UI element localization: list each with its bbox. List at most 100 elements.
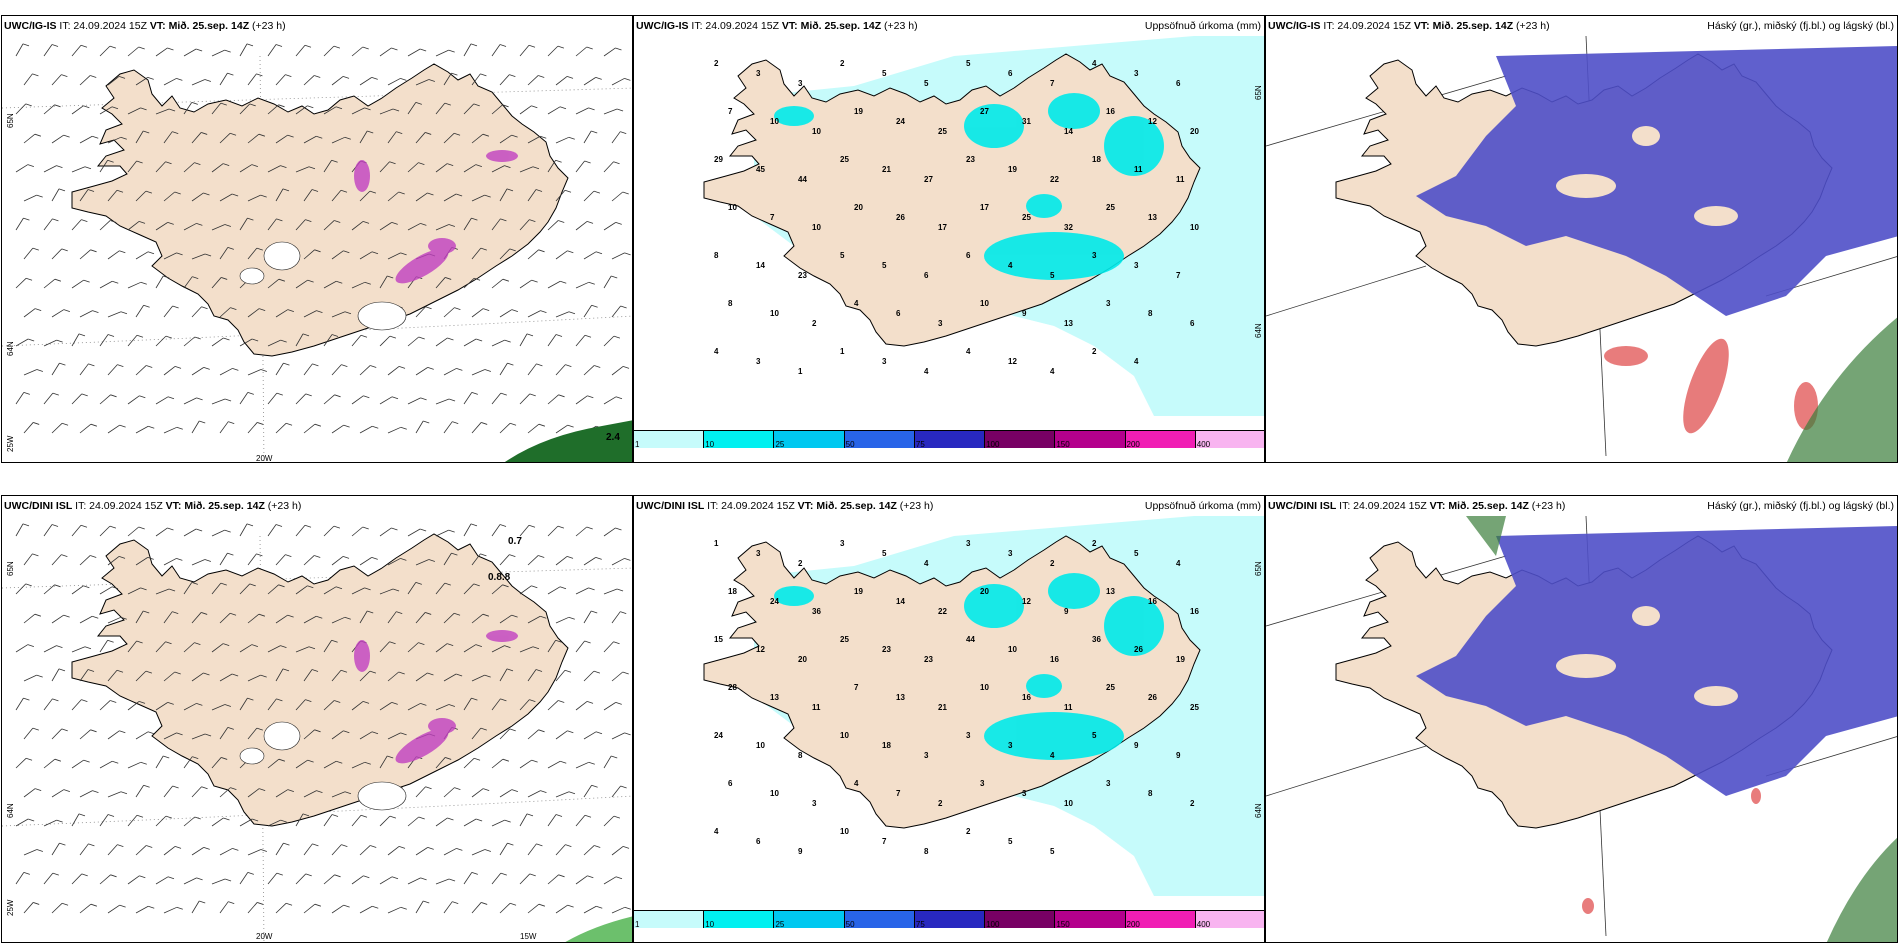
wind-barb-flag <box>63 789 70 792</box>
wind-barb-flag <box>427 366 434 370</box>
wind-barb <box>51 842 60 856</box>
wind-barb <box>303 249 315 260</box>
wind-barb-flag <box>119 250 126 254</box>
precip-value: 20 <box>980 587 989 596</box>
wind-barb <box>211 878 226 885</box>
wind-barb-flag <box>201 786 208 790</box>
wind-barb-flag <box>448 398 456 402</box>
wind-barb-flag <box>307 759 314 763</box>
wind-barb-flag <box>334 874 341 878</box>
wind-barb-flag <box>506 668 514 672</box>
precip-value: 12 <box>756 645 765 654</box>
wind-barb-flag <box>502 584 509 588</box>
colorbar-label: 25 <box>775 920 785 929</box>
colorbar-label: 200 <box>1126 440 1140 449</box>
wind-barb-flag <box>148 425 155 429</box>
precip-value: 11 <box>1176 175 1185 184</box>
wind-barb-flag <box>615 396 623 400</box>
low-cloud-areas <box>1416 46 1897 316</box>
panel-header: UWC/IG-IS IT: 24.09.2024 15Z VT: Mið. 25… <box>636 20 918 32</box>
wind-barb <box>99 160 108 173</box>
wind-barb <box>603 161 614 173</box>
precip-value: 7 <box>1176 271 1181 280</box>
wind-barb-flag <box>482 133 490 137</box>
wind-barb-flag <box>80 44 88 48</box>
wind-barb-flag <box>280 339 287 343</box>
wind-barb <box>611 785 621 798</box>
wind-barb-flag <box>167 701 174 705</box>
wind-barb-flag <box>256 73 263 77</box>
wind-barb <box>611 611 621 624</box>
precip-value: 10 <box>728 203 737 212</box>
lat-label-64n: 64N <box>6 341 15 356</box>
colorbar-segment: 75 <box>914 431 986 449</box>
wind-barb-flag <box>400 906 407 910</box>
wind-barb <box>555 250 568 260</box>
wind-barb-flag <box>22 523 30 527</box>
wind-barb-flag <box>280 165 287 169</box>
wind-barb <box>547 334 557 347</box>
wind-barb <box>519 646 534 653</box>
wind-barb <box>163 558 177 566</box>
wind-barb <box>275 614 288 624</box>
mid-cloud-area <box>1751 788 1761 804</box>
wind-barb <box>583 670 595 682</box>
wind-barb-flag <box>470 523 478 527</box>
wind-barb <box>127 640 137 653</box>
colorbar-segment: 50 <box>844 431 915 449</box>
wind-barb <box>575 46 587 57</box>
wind-barb <box>127 46 139 57</box>
wind-barb <box>415 559 430 566</box>
wind-barb-flag <box>482 613 490 617</box>
wind-barb <box>191 559 206 566</box>
wind-barb-flag <box>90 75 97 78</box>
wind-barb-flag <box>88 363 95 367</box>
snow-area <box>357 301 407 331</box>
wind-barb <box>435 817 448 827</box>
wind-barb-flag <box>194 642 201 646</box>
wind-barb <box>463 523 472 537</box>
wind-barb-flag <box>203 192 210 196</box>
precip-value: 5 <box>1092 731 1097 740</box>
wind-barb <box>555 556 568 566</box>
wind-barb-flag <box>249 103 256 107</box>
wind-barb <box>275 74 286 86</box>
wind-barb <box>219 132 231 144</box>
land-gap <box>1556 654 1616 678</box>
wind-barb <box>323 394 335 405</box>
wind-barb <box>471 613 484 624</box>
wind-barb-flag <box>92 310 99 314</box>
colorbar-segment: 25 <box>774 431 845 449</box>
precip-value: 8 <box>798 751 803 760</box>
wind-barb-flag <box>83 105 90 109</box>
precip-values: 1323543322541824361914222012913161615122… <box>714 539 1199 856</box>
wind-barb <box>51 902 63 914</box>
wind-barb <box>183 336 195 347</box>
wind-barb <box>407 48 421 57</box>
precip-value: 10 <box>756 741 765 750</box>
wind-barb <box>463 644 477 653</box>
wind-barb-flag <box>586 221 594 224</box>
convective-cell <box>354 160 370 192</box>
wind-barb <box>163 785 173 798</box>
wind-barbs <box>15 523 631 914</box>
wind-barb <box>71 279 84 289</box>
wind-barb-flag <box>51 524 59 527</box>
wind-barb-flag <box>25 757 33 761</box>
wind-barb <box>219 787 231 798</box>
wind-barb-flag <box>511 614 518 618</box>
graticule-line <box>2 87 632 109</box>
wind-barb <box>191 420 200 434</box>
wind-barb-flag <box>117 844 124 847</box>
precip-value: 3 <box>1092 251 1097 260</box>
wind-barb-flag <box>59 842 66 846</box>
precip-value: 4 <box>714 347 719 356</box>
wind-barb-flag <box>586 526 593 530</box>
wind-barb <box>435 102 446 115</box>
precip-value: 2 <box>1050 559 1055 568</box>
wind-barb <box>239 583 251 595</box>
wind-barb-flag <box>391 221 398 225</box>
wind-barb <box>275 554 286 566</box>
wind-barb <box>379 335 391 347</box>
wind-barb-flag <box>58 668 66 672</box>
